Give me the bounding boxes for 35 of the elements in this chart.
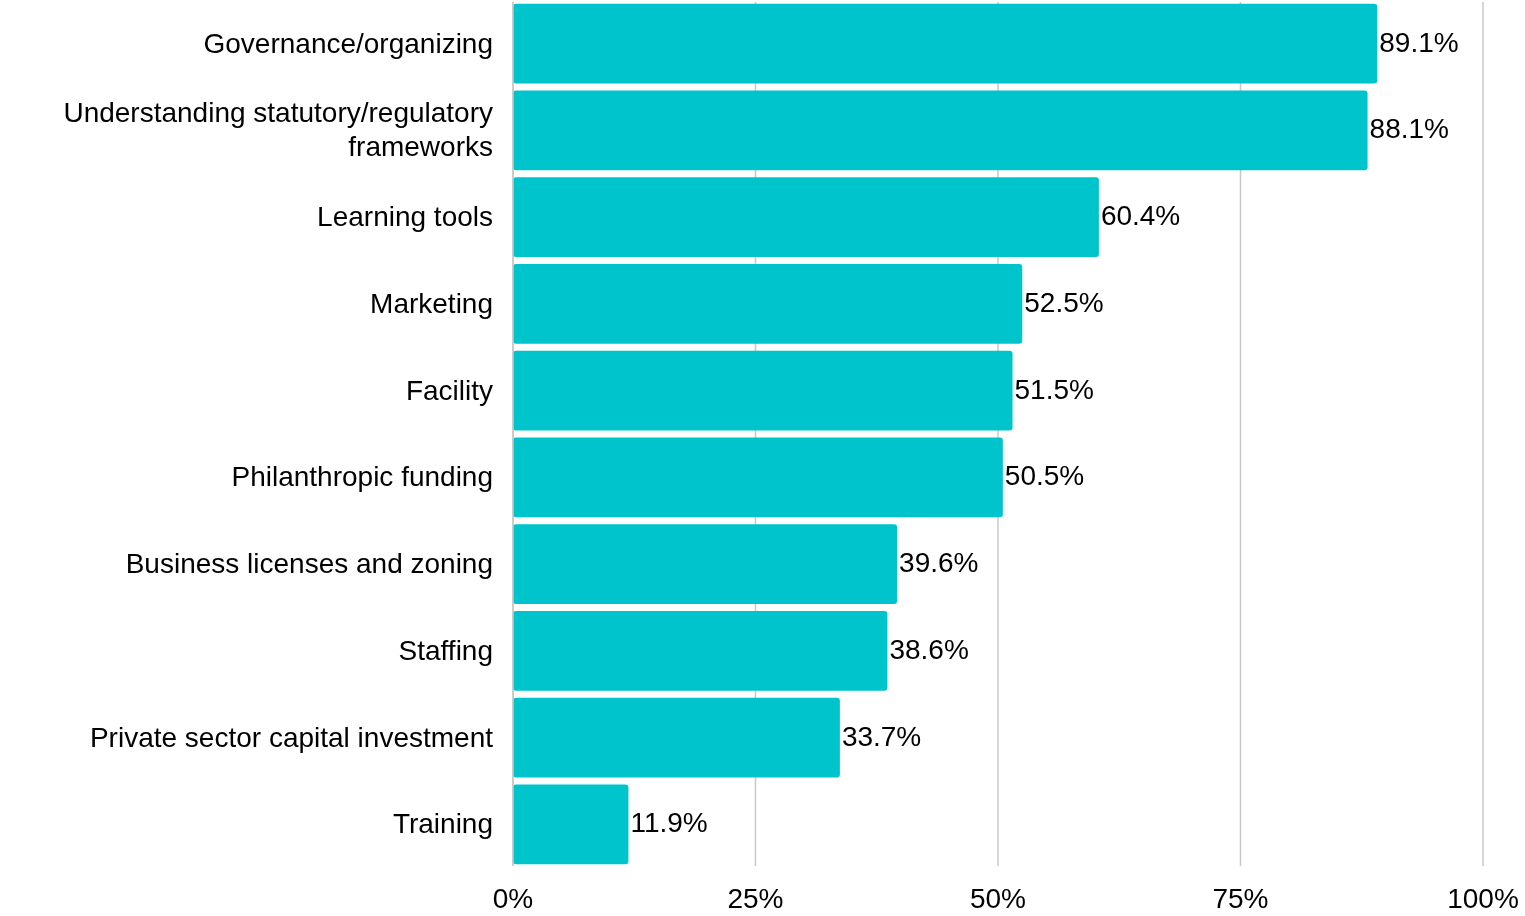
x-tick-label: 25% — [727, 883, 784, 914]
bar — [513, 697, 840, 778]
data-label: 60.4% — [1100, 200, 1181, 232]
y-tick-label: Learning tools — [317, 201, 493, 233]
y-tick-label: Private sector capital investment — [89, 721, 494, 753]
data-label: 39.6% — [899, 547, 979, 579]
x-tick-label: 75% — [1212, 883, 1269, 914]
x-tick-label: 0% — [492, 883, 534, 914]
y-tick-label: Understanding statutory/regulatory frameworks — [63, 97, 493, 163]
data-label: 51.5% — [1014, 373, 1094, 405]
y-tick-label: Business licenses and zoning — [125, 548, 493, 580]
data-label: 89.1% — [1379, 26, 1459, 58]
y-tick-label: Philanthropic funding — [231, 461, 493, 493]
data-label: 11.9% — [630, 807, 708, 839]
bar — [513, 3, 1378, 84]
y-tick-label: Training — [392, 808, 493, 840]
y-tick-label: Staffing — [398, 634, 493, 666]
data-label: 33.7% — [841, 720, 922, 752]
bar — [513, 437, 1003, 518]
y-tick-label: Marketing — [370, 287, 493, 319]
y-tick-label: Facility — [405, 374, 493, 406]
data-label: 88.1% — [1369, 113, 1449, 145]
data-label: 38.6% — [889, 633, 969, 665]
bar — [513, 263, 1023, 344]
x-tick-label: 100% — [1447, 883, 1519, 914]
bar — [513, 784, 629, 865]
y-tick-label: Governance/organizing — [203, 27, 493, 59]
bar — [513, 90, 1368, 171]
bar — [513, 524, 898, 605]
bar — [513, 610, 888, 691]
data-label: 52.5% — [1024, 286, 1104, 318]
x-tick-label: 50% — [969, 883, 1027, 914]
bar — [513, 177, 1099, 258]
bar — [513, 350, 1013, 431]
data-label: 50.5% — [1004, 460, 1085, 492]
